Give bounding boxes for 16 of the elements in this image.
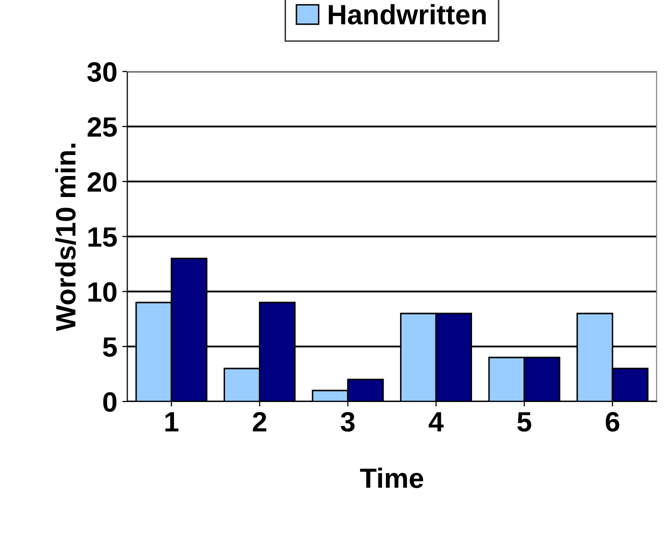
y-tick-label: 0	[103, 392, 116, 412]
legend-label: Handwritten	[328, 4, 486, 25]
y-tick-label: 15	[88, 227, 117, 247]
y-axis-title: Words/10 min.	[55, 144, 76, 332]
x-tick-label: 5	[517, 412, 532, 432]
x-tick-label: 1	[165, 412, 178, 432]
y-tick-label: 5	[102, 337, 117, 357]
y-tick-label: 20	[88, 172, 116, 192]
x-axis-title: Time	[360, 468, 424, 488]
y-tick-label: 30	[87, 62, 116, 82]
x-tick-label: 6	[606, 412, 620, 432]
x-tick-label: 2	[252, 412, 266, 432]
y-tick-label: 25	[88, 117, 117, 137]
x-tick-label: 3	[340, 412, 355, 432]
y-tick-label: 10	[88, 282, 116, 302]
x-tick-label: 4	[428, 412, 444, 432]
